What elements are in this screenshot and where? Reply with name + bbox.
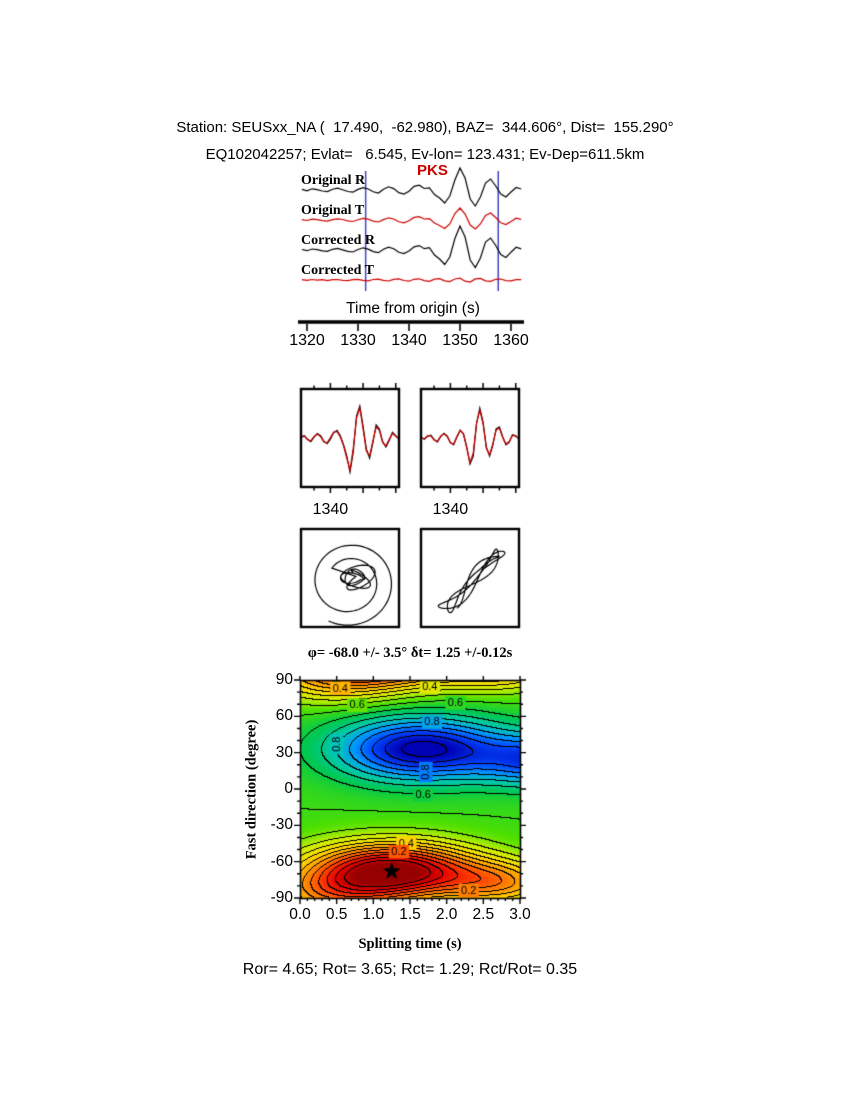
- misfit-title: φ= -68.0 +/- 3.5° δt= 1.25 +/-0.12s: [307, 645, 513, 661]
- waveform-tick-label: 1360: [493, 332, 529, 349]
- trace-label-original-t: Original T: [301, 203, 365, 218]
- waveform-tick-label: 1350: [442, 332, 478, 349]
- waveform-tick-label: 1330: [340, 332, 376, 349]
- misfit-xtick-label: 0.5: [325, 906, 348, 923]
- misfit-ytick-label: 30: [275, 743, 293, 761]
- trace-label-corrected-t: Corrected T: [301, 263, 374, 278]
- misfit-xtick-label: 1.5: [399, 906, 421, 923]
- waveform-xaxis-label: Time from origin (s): [346, 300, 480, 317]
- misfit-xtick-label: 2.5: [472, 906, 495, 923]
- misfit-ytick-label: 60: [275, 707, 293, 725]
- misfit-xtick-label: 3.0: [509, 906, 531, 923]
- window-tick-label: 1340: [312, 501, 349, 518]
- waveform-tick-label: 1320: [289, 332, 325, 349]
- station-info-line: Station: SEUSxx_NA ( 17.490, -62.980), B…: [176, 119, 674, 136]
- phase-label: PKS: [417, 162, 448, 179]
- misfit-ytick-label: 0: [284, 780, 293, 797]
- trace-label-corrected-r: Corrected R: [301, 233, 375, 248]
- misfit-xtick-label: 2.0: [435, 906, 458, 923]
- misfit-xtick-label: 1.0: [362, 906, 385, 923]
- misfit-xtick-label: 0.0: [289, 906, 311, 923]
- trace-label-original-r: Original R: [301, 173, 366, 188]
- misfit-ytick-label: -60: [270, 852, 293, 870]
- result-summary: Ror= 4.65; Rot= 3.65; Rct= 1.29; Rct/Rot…: [242, 961, 578, 978]
- misfit-ytick-label: 90: [275, 671, 293, 688]
- misfit-ytick-label: -30: [270, 816, 293, 834]
- misfit-ytick-label: -90: [270, 889, 293, 906]
- misfit-xlabel: Splitting time (s): [358, 936, 462, 952]
- event-info-line: EQ102042257; Evlat= 6.545, Ev-lon= 123.4…: [205, 146, 645, 163]
- waveform-tick-label: 1340: [391, 332, 427, 349]
- window-tick-label: 1340: [432, 501, 469, 518]
